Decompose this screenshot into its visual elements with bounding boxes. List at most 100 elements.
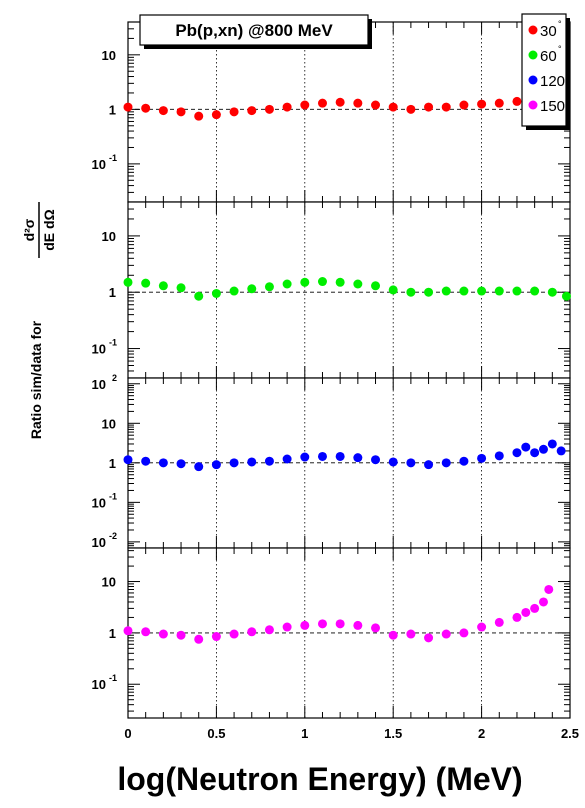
y-tick-label-exponent: -1 [109,673,117,683]
data-point [547,287,557,297]
x-tick-label: 1 [301,726,308,741]
data-point [264,104,274,114]
data-point [530,603,540,613]
y-axis-label: Ratio sim/data for d²σ dE dΩ [21,202,57,439]
y-tick-label: 10 [102,575,116,590]
data-point [530,286,540,296]
legend-degree-mark: ° [567,69,571,79]
data-point [141,627,151,637]
data-point [158,106,168,116]
data-point [538,597,548,607]
data-point [406,287,416,297]
data-point [494,617,504,627]
data-point [459,456,469,466]
data-point [141,456,151,466]
x-tick-label: 0.5 [207,726,225,741]
data-point [441,629,451,639]
data-point [300,277,310,287]
panel-4: 101-110 [92,547,571,719]
y-tick-label: 10 [92,157,106,172]
data-point [353,620,363,630]
data-point [229,107,239,117]
data-point [441,286,451,296]
legend-label: 150 [540,98,565,115]
x-tick-label: 0 [124,726,131,741]
x-tick-label: 2 [478,726,485,741]
data-point [477,286,487,296]
data-point [547,439,557,449]
legend-degree-mark: ° [558,44,562,54]
data-point [406,629,416,639]
data-point [247,627,257,637]
title-box: Pb(p,xn) @800 MeV [139,14,372,49]
data-point [371,623,381,633]
y-tick-label: 10 [92,535,106,550]
data-point [176,283,186,293]
data-point [229,286,239,296]
data-point [424,287,434,297]
data-point [441,458,451,468]
data-point [388,102,398,112]
legend-marker [528,100,538,110]
data-point [512,96,522,106]
panel-frame [127,201,571,379]
y-tick-label-exponent: -1 [109,491,117,501]
data-point [494,451,504,461]
data-point [123,626,133,636]
y-tick-label: 10 [92,342,106,357]
y-axis-label-numerator: d²σ [21,218,37,241]
data-point [371,455,381,465]
data-point [494,286,504,296]
data-point [176,630,186,640]
data-point [141,103,151,113]
data-point [247,106,257,116]
data-point [353,279,363,289]
data-point [317,619,327,629]
data-point [335,619,345,629]
y-tick-label-exponent: -1 [109,338,117,348]
legend-label: 120 [540,73,565,90]
y-tick-label: 1 [109,285,116,300]
data-point [512,448,522,458]
y-tick-label: 10 [92,377,106,392]
data-point [123,277,133,287]
data-point [211,110,221,120]
data-point [406,104,416,114]
legend-marker [528,50,538,60]
panel-1: 101-110 [92,21,571,203]
legend-degree-mark: ° [567,94,571,104]
y-tick-label: 10 [102,229,116,244]
legend-degree-mark: ° [558,19,562,29]
data-point [300,620,310,630]
data-point [211,288,221,298]
data-point [512,286,522,296]
data-point [459,100,469,110]
x-tick-label: 1.5 [384,726,402,741]
data-point [176,459,186,469]
data-point [194,291,204,301]
legend-label: 30 [540,23,557,40]
data-point [521,607,531,617]
panel-2: 101-110 [92,201,571,379]
legend-marker [528,75,538,85]
y-axis-label-denominator: dE dΩ [41,209,57,251]
data-point [229,458,239,468]
data-point [211,460,221,470]
data-point [158,629,168,639]
data-point [211,632,221,642]
data-point [282,102,292,112]
data-point [353,453,363,463]
y-axis-label-prefix: Ratio sim/data for [28,320,44,439]
data-point [530,448,540,458]
data-point [194,111,204,121]
x-axis-label: log(Neutron Energy) (MeV) [117,761,522,797]
data-point [141,278,151,288]
plot-title: Pb(p,xn) @800 MeV [175,21,333,40]
y-tick-label: 1 [109,626,116,641]
data-point [494,98,504,108]
data-point [388,285,398,295]
data-point [123,455,133,465]
y-tick-label: 10 [92,677,106,692]
data-point [335,277,345,287]
